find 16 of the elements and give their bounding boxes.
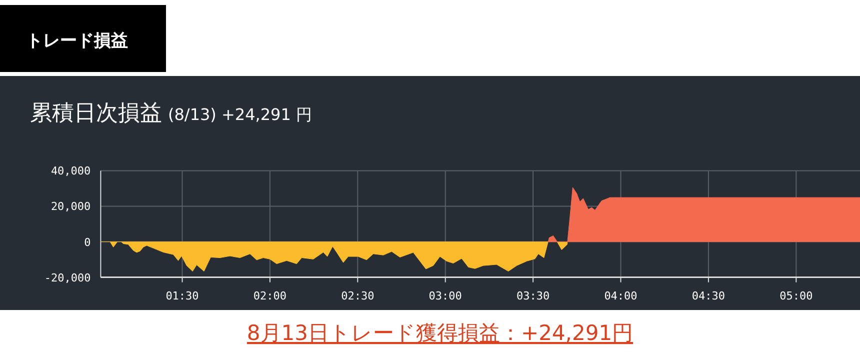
x-tick-label: 04:30 xyxy=(692,289,726,302)
text: トレード損益 xyxy=(26,31,128,51)
chart-title: 累積日次損益 xyxy=(30,101,162,126)
x-tick-label: 05:00 xyxy=(780,289,813,302)
x-tick-label: 04:00 xyxy=(604,289,638,302)
y-tick-label: 0 xyxy=(84,236,91,249)
x-tick-label: 03:30 xyxy=(516,289,550,302)
x-tick-label: 02:00 xyxy=(253,289,287,302)
x-tick-label: 01:30 xyxy=(166,289,199,302)
chart-subtitle: (8/13) +24,291 円 xyxy=(168,105,312,124)
text: 8月13日トレード獲得損益：+24,291円 xyxy=(246,321,634,345)
y-tick-label: -20,000 xyxy=(44,271,91,284)
y-tick-label: 20,000 xyxy=(50,200,91,214)
x-tick-label: 02:30 xyxy=(341,289,374,302)
x-tick-label: 03:00 xyxy=(428,289,462,302)
y-tick-label: 40,000 xyxy=(50,164,91,178)
